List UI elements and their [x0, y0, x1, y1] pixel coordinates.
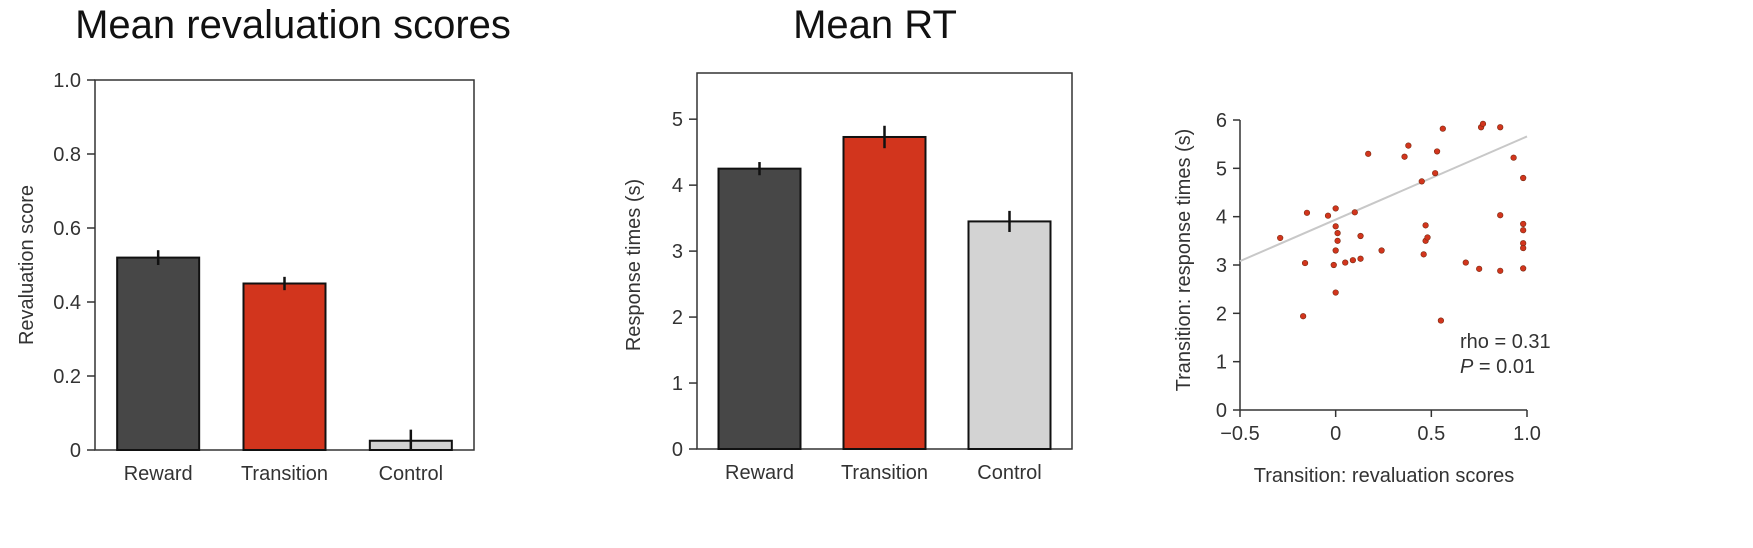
- c3-xtick-label: −0.5: [1220, 423, 1259, 445]
- c3-point: [1510, 154, 1517, 161]
- c3-point: [1520, 244, 1527, 252]
- c2-xlabel-transition: Transition: [841, 462, 928, 484]
- c3-point: [1437, 317, 1444, 324]
- c3-point: [1330, 261, 1337, 269]
- c1-bar-reward: [116, 256, 201, 451]
- chart3-points: [1277, 120, 1527, 324]
- chart3-p-annotation: P = 0.01: [1460, 356, 1535, 378]
- c3-point: [1301, 259, 1309, 267]
- c1-ytick-label: 0.6: [53, 218, 81, 240]
- c3-point: [1365, 150, 1372, 157]
- c3-point: [1520, 174, 1527, 182]
- c3-ytick-label: 1: [1216, 352, 1227, 374]
- c3-point: [1476, 265, 1483, 272]
- chart-mean-rt: Mean RT Response times (s) 0 1 2 3 4 5 Reward…: [623, 3, 1073, 484]
- chart1-bars: [116, 250, 453, 451]
- chart1-title: Mean revaluation scores: [75, 3, 511, 47]
- c3-point: [1520, 265, 1527, 272]
- c2-ytick-label: 1: [672, 373, 683, 395]
- chart2-x-labels: Reward Transition Control: [725, 462, 1042, 484]
- c2-xlabel-control: Control: [977, 462, 1041, 484]
- chart2-ylabel: Response times (s): [623, 179, 645, 351]
- c3-point: [1334, 230, 1341, 237]
- c3-xtick-label: 1.0: [1513, 423, 1541, 445]
- c1-bar-transition: [242, 282, 327, 451]
- chart3-xlabel: Transition: revaluation scores: [1254, 465, 1515, 487]
- c3-xtick-label: 0.5: [1417, 423, 1445, 445]
- c3-point: [1497, 124, 1504, 131]
- c3-point: [1520, 227, 1527, 234]
- c3-point: [1378, 247, 1385, 254]
- c3-point: [1432, 170, 1439, 177]
- chart1-ylabel: Revaluation score: [16, 185, 38, 345]
- c3-point: [1418, 178, 1425, 185]
- c3-point: [1324, 212, 1332, 219]
- c1-ytick-label: 0: [70, 440, 81, 462]
- c3-ytick-label: 4: [1216, 207, 1227, 229]
- chart3-ylabel: Transition: response times (s): [1173, 129, 1195, 392]
- c3-point: [1497, 212, 1504, 219]
- c2-bar-transition: [842, 135, 927, 450]
- c1-ytick-label: 1.0: [53, 70, 81, 92]
- c2-xlabel-reward: Reward: [725, 462, 794, 484]
- c3-point: [1300, 313, 1307, 320]
- c1-xlabel-control: Control: [379, 463, 443, 485]
- c2-ytick-label: 0: [672, 439, 683, 461]
- c2-bar-control: [967, 220, 1052, 450]
- c1-ytick-label: 0.8: [53, 144, 81, 166]
- c3-point: [1462, 259, 1469, 266]
- chart1-x-labels: Reward Transition Control: [124, 463, 443, 485]
- chart2-title: Mean RT: [793, 3, 957, 47]
- c2-ytick-label: 3: [672, 241, 683, 263]
- chart3-y-ticks: 0 1 2 3 4 5 6: [1216, 110, 1240, 422]
- c3-point: [1433, 148, 1441, 155]
- chart3-p-value: = 0.01: [1473, 356, 1535, 378]
- c3-point: [1420, 251, 1427, 258]
- c2-ytick-label: 4: [672, 175, 683, 197]
- c3-point: [1424, 234, 1431, 241]
- c3-ytick-label: 5: [1216, 158, 1227, 180]
- c3-point: [1357, 255, 1364, 262]
- chart3-p-label: P: [1460, 356, 1474, 378]
- chart-transition-scatter: Transition: response times (s) Transitio…: [1173, 110, 1551, 487]
- c3-point: [1332, 223, 1339, 230]
- c3-point: [1277, 234, 1284, 242]
- c3-point: [1422, 222, 1429, 229]
- chart3-fit-line: [1239, 135, 1528, 263]
- c3-point: [1332, 247, 1339, 254]
- c2-ytick-label: 5: [672, 109, 683, 131]
- chart1-y-ticks: 0 0.2 0.4 0.6 0.8 1.0: [53, 70, 95, 462]
- c3-ytick-label: 6: [1216, 110, 1227, 132]
- chart2-y-ticks: 0 1 2 3 4 5: [672, 109, 697, 461]
- c3-point: [1405, 142, 1412, 149]
- c2-bar-reward: [717, 167, 802, 451]
- c1-xlabel-reward: Reward: [124, 463, 193, 485]
- c3-ytick-label: 0: [1216, 400, 1227, 422]
- c3-point: [1351, 209, 1358, 216]
- c1-ytick-label: 0.2: [53, 366, 81, 388]
- chart2-bars: [717, 125, 1052, 451]
- c3-point: [1349, 257, 1356, 264]
- c3-point: [1401, 153, 1408, 160]
- c1-xlabel-transition: Transition: [241, 463, 328, 485]
- c3-point: [1439, 125, 1446, 132]
- c3-point: [1303, 209, 1311, 216]
- c3-point: [1479, 120, 1487, 127]
- c3-point: [1332, 289, 1339, 296]
- c3-point: [1334, 237, 1341, 244]
- c1-ytick-label: 0.4: [53, 292, 81, 314]
- c3-point: [1357, 232, 1364, 240]
- c3-point: [1520, 220, 1527, 228]
- c3-ytick-label: 3: [1216, 255, 1227, 277]
- c3-point: [1342, 259, 1349, 266]
- c2-ytick-label: 2: [672, 307, 683, 329]
- c3-point: [1497, 267, 1504, 274]
- chart3-rho-annotation: rho = 0.31: [1460, 331, 1551, 353]
- c3-xtick-label: 0: [1330, 423, 1341, 445]
- chart3-x-ticks: −0.5 0 0.5 1.0: [1220, 410, 1541, 445]
- c3-point: [1332, 205, 1339, 212]
- c3-ytick-label: 2: [1216, 303, 1227, 325]
- chart-mean-revaluation-scores: Mean revaluation scores Revaluation scor…: [16, 3, 511, 485]
